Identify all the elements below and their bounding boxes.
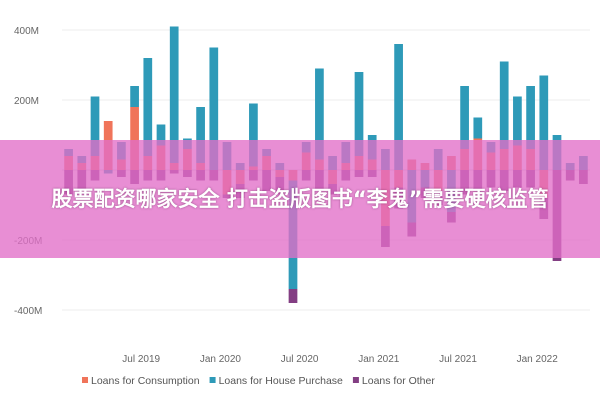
x-tick-label: Jan 2022 (517, 354, 559, 365)
y-tick-label: 400M (14, 26, 39, 37)
bar-segment (473, 117, 483, 139)
watermark-banner: 股票配资哪家安全 打击盗版图书“李鬼”需要硬核监管 (0, 140, 600, 258)
bar-segment (354, 72, 364, 156)
legend-label: Loans for Consumption (91, 375, 200, 387)
legend-label: Loans for House Purchase (219, 375, 343, 387)
bar-segment (513, 96, 522, 146)
legend-swatch (352, 377, 359, 383)
bar-segment (526, 86, 535, 149)
bar-segment (196, 107, 205, 163)
watermark-text: 股票配资哪家安全 打击盗版图书“李鬼”需要硬核监管 (51, 187, 549, 211)
legend-swatch (82, 377, 88, 383)
x-axis: Jul 2019 Jan 2020 Jul 2020 Jan 2021 Jul 2021… (122, 354, 558, 365)
y-tick-label: 200M (14, 96, 39, 107)
x-tick-label: Jan 2021 (358, 354, 400, 365)
x-tick-label: Jul 2019 (122, 354, 160, 365)
bar-segment (130, 107, 139, 170)
bar-segment (460, 86, 469, 149)
bar-segment (130, 86, 139, 107)
x-tick-label: Jan 2020 (200, 354, 242, 365)
bar-segment (90, 96, 100, 156)
x-tick-label: Jul 2021 (439, 354, 477, 365)
bar-segment (156, 124, 166, 146)
bar-segment (249, 103, 258, 167)
bar-segment (394, 44, 403, 170)
legend-label: Loans for Other (362, 375, 435, 387)
bar-segment (143, 58, 153, 156)
bar-segment (499, 61, 509, 149)
legend-swatch (209, 377, 216, 383)
bar-segment (539, 75, 549, 170)
bar-segment (315, 68, 324, 160)
y-tick-label: -400M (14, 306, 42, 317)
bar-segment (169, 26, 179, 163)
x-tick-label: Jul 2020 (281, 354, 319, 365)
bar-segment (288, 289, 298, 303)
legend: Loans for Consumption Loans for House Pur… (82, 375, 435, 387)
bar-segment (209, 47, 219, 170)
